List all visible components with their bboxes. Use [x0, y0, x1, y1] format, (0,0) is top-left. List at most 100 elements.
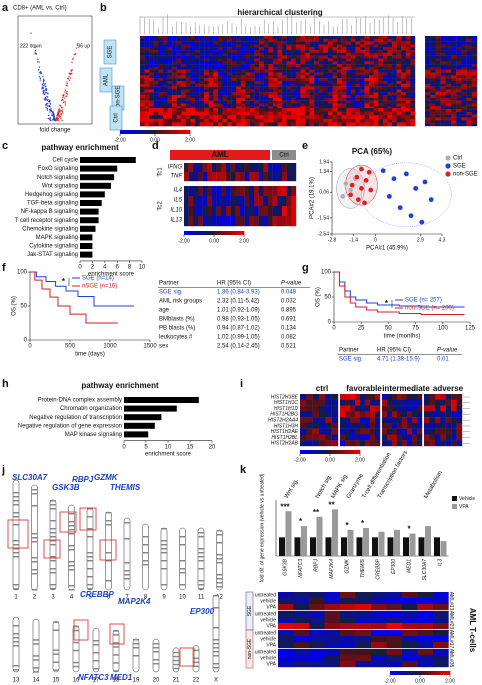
heatmap-cell	[323, 97, 329, 101]
heatmap-cell	[401, 61, 407, 65]
heatmap-cell	[259, 58, 264, 62]
heatmap-cell	[345, 411, 351, 418]
heatmap-cell	[204, 81, 209, 85]
colorbar-cell	[241, 231, 245, 235]
heatmap-cell	[259, 41, 264, 45]
heatmap-cell	[417, 411, 423, 418]
heatmap-cell	[430, 81, 436, 85]
heatmap-cell	[277, 83, 283, 87]
category-label: MAP kinase signaling	[65, 432, 122, 438]
chromosome-band	[216, 554, 223, 556]
heatmap-cell	[278, 655, 294, 662]
heatmap-cell	[240, 115, 246, 119]
heatmap-cell	[309, 111, 315, 116]
heatmap-cell	[365, 428, 371, 435]
volcano-dot	[70, 69, 73, 71]
colorbar-cell	[432, 671, 436, 675]
heatmap-cell	[277, 163, 283, 173]
scatter-point	[412, 185, 419, 192]
heatmap-cell	[236, 50, 242, 54]
volcano-dot	[43, 89, 45, 91]
heatmap-cell	[429, 411, 436, 418]
heatmap-cell	[268, 89, 274, 93]
heatmap-cell	[350, 55, 356, 59]
row-label: vehicle	[260, 636, 276, 642]
heatmap-cell	[456, 83, 462, 87]
heatmap-cell	[300, 92, 306, 96]
heatmap-cell	[167, 81, 173, 85]
colorbar-cell	[438, 671, 442, 675]
heatmap-cell	[309, 69, 315, 73]
heatmap-cell	[240, 41, 246, 45]
scatter-point	[386, 193, 393, 200]
heatmap-cell	[291, 196, 297, 207]
chromosome	[12, 616, 20, 673]
heatmap-cell	[282, 108, 287, 112]
heatmap-cell	[425, 72, 431, 76]
heatmap-cell	[158, 83, 164, 87]
heatmap-cell	[332, 97, 338, 101]
heatmap-cell	[199, 78, 205, 82]
heatmap-cell	[360, 428, 366, 435]
heatmap-cell	[337, 69, 342, 73]
heatmap-cell	[282, 36, 287, 40]
heatmap-cell	[217, 92, 223, 96]
heatmap-cell	[250, 118, 255, 123]
heatmap-cell	[254, 61, 260, 65]
chromosome-band	[73, 665, 79, 668]
bar	[80, 225, 96, 232]
heatmap-cell	[295, 122, 301, 127]
heatmap-cell	[277, 66, 283, 70]
heatmap-cell	[185, 78, 191, 82]
heatmap-cell	[158, 47, 164, 51]
heatmap-cell	[162, 118, 168, 123]
heatmap-cell	[263, 216, 269, 227]
heatmap-cell	[176, 61, 182, 65]
heatmap-cell	[293, 649, 310, 656]
heatmap-cell	[282, 86, 287, 90]
heatmap-cell	[149, 97, 154, 101]
heatmap-cell	[318, 55, 324, 59]
heatmap-cell	[263, 75, 269, 79]
heatmap-cell	[195, 92, 200, 96]
chromosome-band	[216, 534, 223, 536]
chromosome-band	[13, 641, 19, 643]
colorbar-cell	[137, 130, 142, 134]
heatmap-cell	[193, 186, 199, 197]
heatmap-cell	[185, 92, 191, 96]
heatmap-cell	[355, 64, 361, 68]
heatmap-cell	[153, 38, 159, 42]
heatmap-cell	[240, 50, 246, 54]
heatmap-cell	[410, 115, 416, 119]
heatmap-cell	[350, 405, 356, 412]
table-header: HR (95% CI)	[217, 281, 251, 287]
heatmap-cell	[375, 405, 381, 412]
heatmap-cell	[162, 78, 168, 82]
sample-label: AML#23	[448, 611, 454, 630]
heatmap-cell	[324, 592, 341, 599]
heatmap-cell	[341, 103, 347, 107]
heatmap-cell	[471, 66, 478, 70]
heatmap-cell	[373, 41, 379, 45]
gene-label: THEMIS	[110, 483, 141, 492]
heatmap-cell	[378, 108, 384, 112]
heatmap-cell	[153, 36, 159, 40]
chromosome-band	[93, 668, 99, 670]
heatmap-cell	[378, 106, 384, 110]
heatmap-cell	[425, 50, 431, 54]
heatmap-cell	[254, 75, 260, 79]
heatmap-cell	[387, 66, 393, 70]
chromosome-band	[198, 584, 204, 586]
heatmap-cell	[144, 36, 150, 40]
survival-curve	[334, 271, 465, 315]
volcano-dot	[52, 111, 54, 114]
heatmap-cell	[236, 115, 242, 119]
volcano-dot	[61, 111, 63, 113]
volcano-dot	[55, 118, 58, 120]
heatmap-cell	[158, 55, 164, 59]
heatmap-cell	[149, 81, 154, 85]
heatmap-cell	[277, 111, 283, 116]
heatmap-cell	[387, 434, 393, 441]
heatmap-cell	[350, 89, 356, 93]
heatmap-cell	[240, 89, 246, 93]
